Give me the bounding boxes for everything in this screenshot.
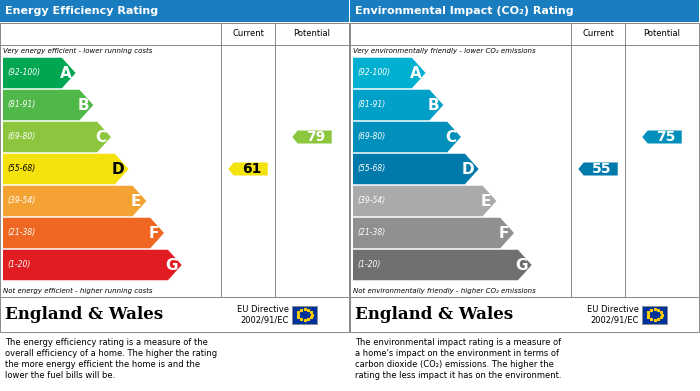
Text: C: C — [445, 129, 456, 145]
Text: the more energy efficient the home is and the: the more energy efficient the home is an… — [5, 360, 200, 369]
Text: (39-54): (39-54) — [7, 197, 35, 206]
Polygon shape — [3, 90, 93, 120]
Text: F: F — [498, 226, 509, 240]
Text: The environmental impact rating is a measure of: The environmental impact rating is a mea… — [355, 338, 561, 347]
Bar — [350, 23, 699, 297]
Text: Very environmentally friendly - lower CO₂ emissions: Very environmentally friendly - lower CO… — [353, 48, 536, 54]
Text: overall efficiency of a home. The higher the rating: overall efficiency of a home. The higher… — [5, 349, 217, 358]
Text: A: A — [410, 66, 421, 81]
Polygon shape — [578, 163, 617, 176]
Text: (69-80): (69-80) — [7, 133, 35, 142]
Text: C: C — [95, 129, 106, 145]
Bar — [292, 305, 317, 323]
Text: England & Wales: England & Wales — [355, 306, 513, 323]
Text: G: G — [515, 258, 528, 273]
Text: England & Wales: England & Wales — [5, 306, 163, 323]
Polygon shape — [3, 218, 164, 248]
Polygon shape — [353, 250, 532, 280]
Text: EU Directive
2002/91/EC: EU Directive 2002/91/EC — [237, 305, 289, 324]
Text: 61: 61 — [242, 162, 262, 176]
Text: (1-20): (1-20) — [357, 260, 380, 269]
Bar — [0, 23, 349, 297]
Text: The energy efficiency rating is a measure of the: The energy efficiency rating is a measur… — [5, 338, 208, 347]
Text: Energy Efficiency Rating: Energy Efficiency Rating — [5, 6, 158, 16]
Text: lower the fuel bills will be.: lower the fuel bills will be. — [5, 371, 116, 380]
Text: Not energy efficient - higher running costs: Not energy efficient - higher running co… — [3, 288, 153, 294]
Text: (81-91): (81-91) — [7, 100, 35, 109]
Text: D: D — [462, 161, 475, 176]
Text: (1-20): (1-20) — [7, 260, 30, 269]
Text: G: G — [165, 258, 178, 273]
Text: rating the less impact it has on the environment.: rating the less impact it has on the env… — [355, 371, 561, 380]
Text: (39-54): (39-54) — [357, 197, 385, 206]
Bar — [350, 297, 699, 332]
Text: E: E — [481, 194, 491, 208]
Text: F: F — [148, 226, 159, 240]
Text: Potential: Potential — [643, 29, 680, 38]
Polygon shape — [353, 186, 496, 216]
Polygon shape — [353, 154, 479, 184]
Text: E: E — [131, 194, 141, 208]
Bar — [642, 305, 667, 323]
Polygon shape — [353, 58, 426, 88]
Text: (21-38): (21-38) — [7, 228, 35, 237]
Text: B: B — [427, 97, 439, 113]
Text: carbon dioxide (CO₂) emissions. The higher the: carbon dioxide (CO₂) emissions. The high… — [355, 360, 554, 369]
Text: (55-68): (55-68) — [7, 165, 35, 174]
Text: (69-80): (69-80) — [357, 133, 385, 142]
Text: (92-100): (92-100) — [7, 68, 40, 77]
Polygon shape — [228, 163, 267, 176]
Bar — [0, 0, 349, 22]
Polygon shape — [3, 250, 182, 280]
Polygon shape — [353, 218, 514, 248]
Text: Very energy efficient - lower running costs: Very energy efficient - lower running co… — [3, 48, 153, 54]
Text: B: B — [77, 97, 89, 113]
Text: Not environmentally friendly - higher CO₂ emissions: Not environmentally friendly - higher CO… — [353, 288, 536, 294]
Polygon shape — [643, 131, 682, 143]
Text: 79: 79 — [307, 130, 326, 144]
Text: Current: Current — [582, 29, 614, 38]
Polygon shape — [353, 122, 461, 152]
Bar — [350, 0, 699, 22]
Text: (55-68): (55-68) — [357, 165, 385, 174]
Text: Environmental Impact (CO₂) Rating: Environmental Impact (CO₂) Rating — [355, 6, 573, 16]
Polygon shape — [3, 58, 76, 88]
Polygon shape — [3, 186, 146, 216]
Polygon shape — [293, 131, 332, 143]
Text: 55: 55 — [592, 162, 612, 176]
Text: Potential: Potential — [293, 29, 330, 38]
Text: D: D — [112, 161, 125, 176]
Text: EU Directive
2002/91/EC: EU Directive 2002/91/EC — [587, 305, 639, 324]
Text: (21-38): (21-38) — [357, 228, 385, 237]
Text: (81-91): (81-91) — [357, 100, 385, 109]
Text: a home's impact on the environment in terms of: a home's impact on the environment in te… — [355, 349, 559, 358]
Text: (92-100): (92-100) — [357, 68, 390, 77]
Text: Current: Current — [232, 29, 264, 38]
Text: 75: 75 — [657, 130, 675, 144]
Polygon shape — [3, 122, 111, 152]
Bar — [0, 297, 349, 332]
Text: A: A — [60, 66, 71, 81]
Polygon shape — [353, 90, 443, 120]
Polygon shape — [3, 154, 129, 184]
